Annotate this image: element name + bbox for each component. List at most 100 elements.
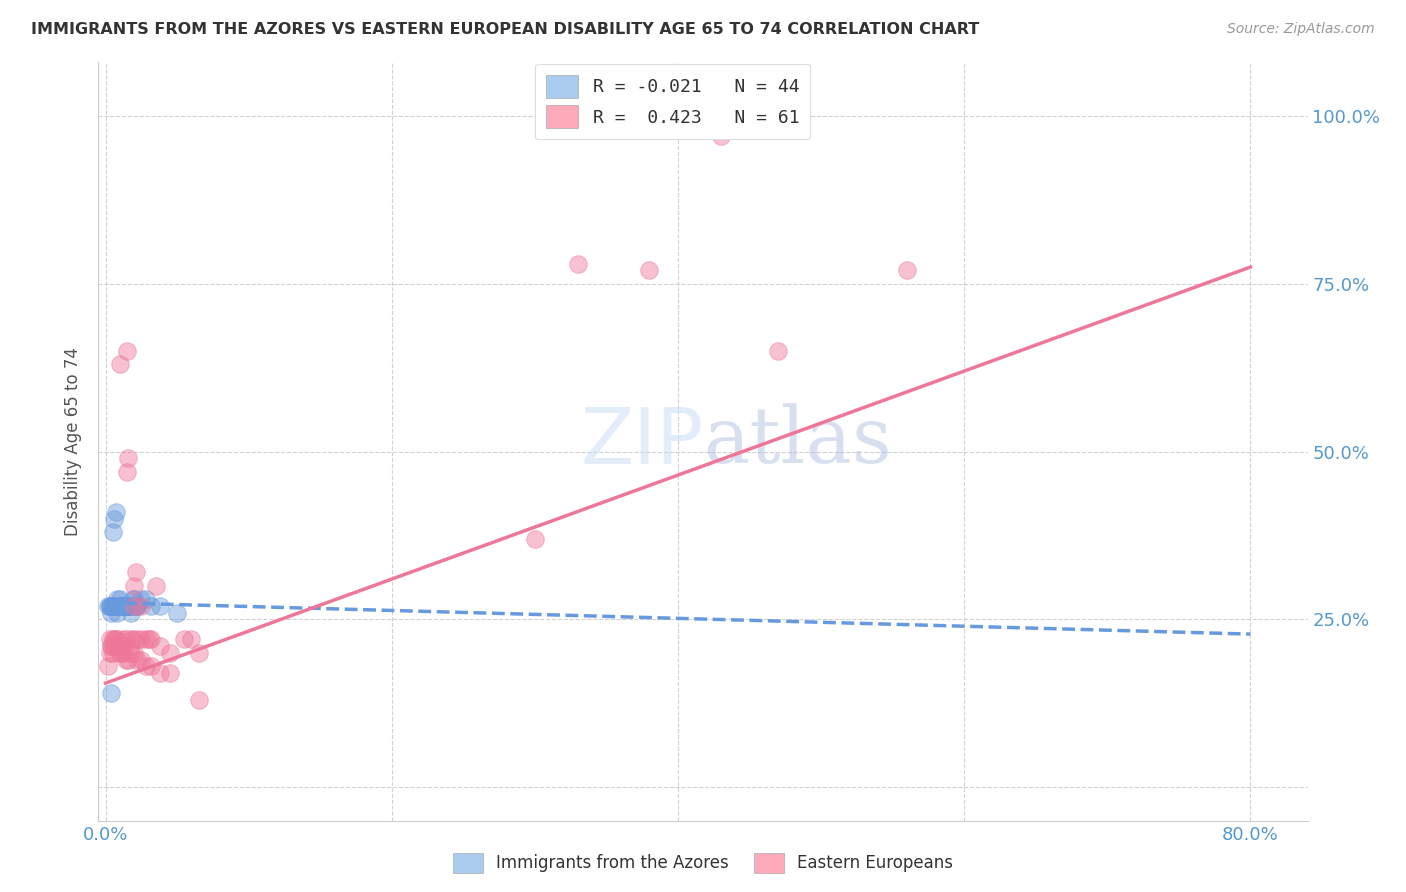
Point <box>118 639 141 653</box>
Point <box>118 599 141 613</box>
Point <box>108 646 131 660</box>
Point <box>114 652 136 666</box>
Point <box>120 606 142 620</box>
Point <box>141 632 163 647</box>
Point <box>159 646 181 660</box>
Legend: Immigrants from the Azores, Eastern Europeans: Immigrants from the Azores, Eastern Euro… <box>446 847 960 880</box>
Point <box>112 599 135 613</box>
Point <box>98 646 121 660</box>
Point <box>638 263 661 277</box>
Point <box>149 666 172 681</box>
Point <box>122 599 145 613</box>
Point <box>103 639 125 653</box>
Point <box>117 451 139 466</box>
Point <box>100 639 122 653</box>
Point <box>122 646 145 660</box>
Point <box>122 599 145 613</box>
Point <box>567 257 589 271</box>
Point <box>101 525 124 540</box>
Point <box>97 659 120 673</box>
Point <box>120 632 142 647</box>
Point <box>141 599 163 613</box>
Point <box>122 579 145 593</box>
Point <box>523 532 546 546</box>
Point <box>135 659 157 673</box>
Point <box>141 659 163 673</box>
Point <box>98 632 121 647</box>
Point <box>187 693 209 707</box>
Text: IMMIGRANTS FROM THE AZORES VS EASTERN EUROPEAN DISABILITY AGE 65 TO 74 CORRELATI: IMMIGRANTS FROM THE AZORES VS EASTERN EU… <box>31 22 979 37</box>
Point <box>103 512 125 526</box>
Point <box>105 639 128 653</box>
Point <box>114 599 136 613</box>
Point <box>103 632 125 647</box>
Point <box>110 599 132 613</box>
Point <box>121 592 143 607</box>
Point <box>120 646 142 660</box>
Point <box>111 632 134 647</box>
Point <box>108 592 131 607</box>
Point <box>135 632 157 647</box>
Y-axis label: Disability Age 65 to 74: Disability Age 65 to 74 <box>65 347 83 536</box>
Point <box>103 599 125 613</box>
Legend: R = -0.021   N = 44, R =  0.423   N = 61: R = -0.021 N = 44, R = 0.423 N = 61 <box>536 64 810 139</box>
Point <box>105 606 128 620</box>
Point <box>101 632 124 647</box>
Point <box>111 599 134 613</box>
Point <box>120 599 142 613</box>
Point <box>111 599 134 613</box>
Point <box>117 599 139 613</box>
Text: ZIP: ZIP <box>581 403 703 480</box>
Point <box>107 599 129 613</box>
Point <box>100 686 122 700</box>
Point <box>125 632 148 647</box>
Point <box>117 652 139 666</box>
Point <box>115 343 138 358</box>
Point <box>180 632 202 647</box>
Point <box>110 599 132 613</box>
Point <box>104 632 127 647</box>
Point <box>110 639 132 653</box>
Point <box>131 599 153 613</box>
Point <box>710 129 733 144</box>
Point <box>115 599 138 613</box>
Point <box>145 579 167 593</box>
Point <box>98 599 121 613</box>
Text: Source: ZipAtlas.com: Source: ZipAtlas.com <box>1227 22 1375 37</box>
Point <box>115 599 138 613</box>
Point <box>115 465 138 479</box>
Point <box>107 599 129 613</box>
Point <box>101 599 124 613</box>
Point <box>100 599 122 613</box>
Point <box>111 646 134 660</box>
Point <box>104 599 127 613</box>
Point <box>125 652 148 666</box>
Text: atlas: atlas <box>703 404 891 479</box>
Point <box>104 505 127 519</box>
Point <box>112 599 135 613</box>
Point <box>105 592 128 607</box>
Point <box>173 632 195 647</box>
Point <box>101 646 124 660</box>
Point <box>166 606 188 620</box>
Point <box>108 646 131 660</box>
Point <box>125 599 148 613</box>
Point <box>135 592 157 607</box>
Point <box>117 599 139 613</box>
Point <box>121 632 143 647</box>
Point <box>125 599 148 613</box>
Point <box>131 592 153 607</box>
Point <box>149 599 172 613</box>
Point <box>149 639 172 653</box>
Point <box>107 639 129 653</box>
Point <box>97 599 120 613</box>
Point <box>100 639 122 653</box>
Point <box>104 639 127 653</box>
Point <box>98 599 121 613</box>
Point <box>766 343 789 358</box>
Point <box>124 599 146 613</box>
Point <box>107 639 129 653</box>
Point <box>108 357 131 371</box>
Point <box>187 646 209 660</box>
Point <box>105 632 128 647</box>
